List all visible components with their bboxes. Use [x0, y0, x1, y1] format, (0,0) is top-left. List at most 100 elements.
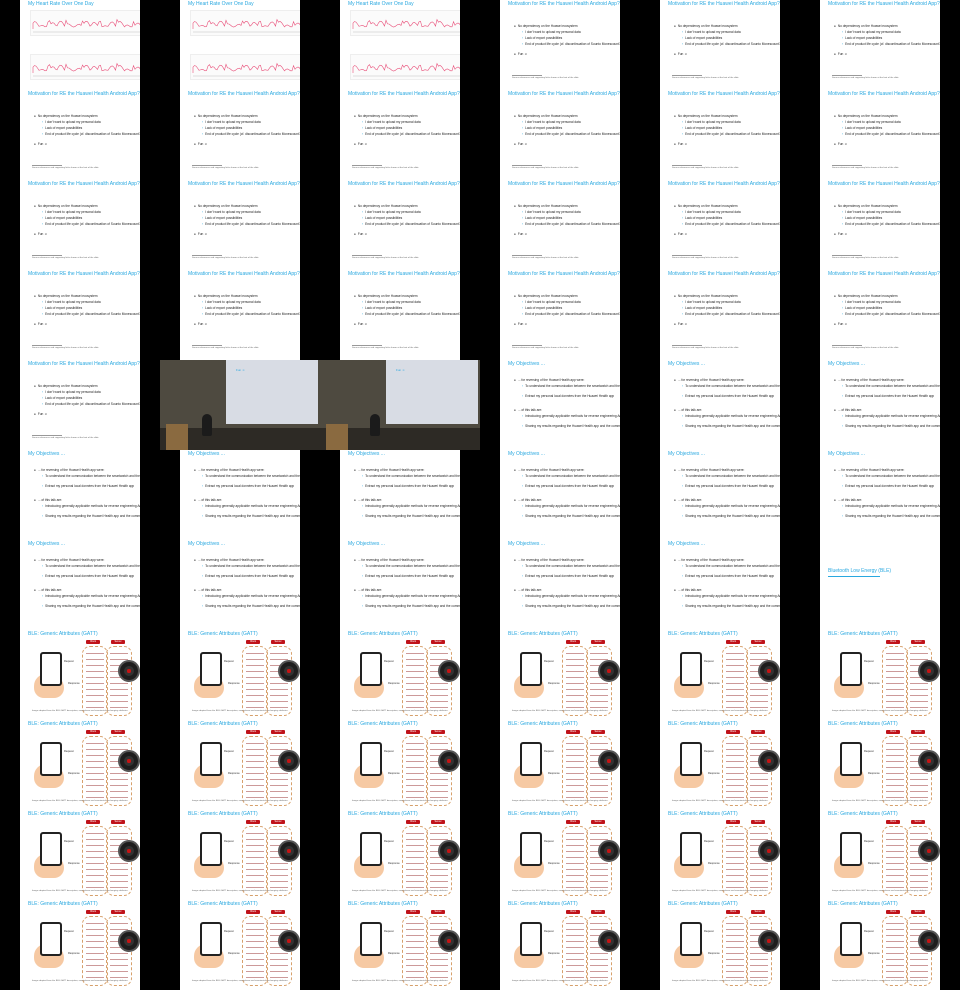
client-badge: Client: [886, 730, 900, 734]
smartwatch-icon: [118, 660, 140, 682]
attribute-row: [246, 923, 264, 924]
attribute-row: [566, 779, 584, 780]
attribute-row: [726, 761, 744, 762]
smartphone-icon: [200, 832, 222, 866]
client-badge: Client: [246, 730, 260, 734]
bullet: ... for reversing of the Huawei Health a…: [674, 558, 745, 562]
slide-gatt: BLE: Generic Attributes (GATT) Client Serv…: [500, 630, 620, 720]
attribute-row: [270, 785, 288, 786]
bullet: ... for reversing of the Huawei Health a…: [514, 558, 585, 562]
attribute-row: [86, 689, 104, 690]
attribute-row: [886, 947, 904, 948]
attribute-row: [726, 743, 744, 744]
request-label: Request: [864, 660, 874, 663]
attribute-row: [750, 695, 768, 696]
server-badge: Server: [591, 640, 605, 644]
footnote: Source references and supporting links s…: [672, 167, 740, 169]
slide-gatt: BLE: Generic Attributes (GATT) Client Serv…: [660, 900, 780, 990]
response-label: Response: [708, 772, 720, 775]
slide-title: BLE: Generic Attributes (GATT): [188, 631, 258, 637]
slide-title: BLE: Generic Attributes (GATT): [668, 811, 738, 817]
attribute-row: [430, 881, 448, 882]
response-label: Response: [388, 862, 400, 865]
smartwatch-icon: [598, 840, 620, 862]
attribute-row: [270, 953, 288, 954]
smartphone-icon: [520, 922, 542, 956]
attribute-row: [406, 797, 424, 798]
attribute-row: [726, 689, 744, 690]
bullet: No dependency on the Huawei ecosystem: [674, 114, 738, 118]
attribute-row: [110, 953, 128, 954]
footnote-rule: [832, 75, 862, 76]
attribute-row: [750, 743, 768, 744]
slide-ble: Bluetooth Low Energy (BLE): [820, 540, 940, 630]
attribute-row: [110, 695, 128, 696]
slide-mot: Motivation for RE the Huawei Health Andr…: [180, 270, 300, 360]
slide-gatt: BLE: Generic Attributes (GATT) Client Serv…: [820, 810, 940, 900]
attribute-row: [910, 971, 928, 972]
slide-mot: Motivation for RE the Huawei Health Andr…: [340, 90, 460, 180]
footnote-rule: [32, 435, 62, 436]
attribute-row: [886, 863, 904, 864]
response-label: Response: [868, 682, 880, 685]
attribute-row: [566, 953, 584, 954]
sub-bullet: End of product life cycle (cf. discontin…: [42, 312, 140, 316]
attribute-row: [566, 755, 584, 756]
slide-title: Motivation for RE the Huawei Health Andr…: [508, 91, 620, 97]
attribute-row: [406, 863, 424, 864]
attribute-row: [246, 689, 264, 690]
attribute-row: [86, 707, 104, 708]
attribute-row: [86, 941, 104, 942]
request-label: Request: [704, 930, 714, 933]
attribute-row: [886, 755, 904, 756]
sub-bullet: Extract my personal local données from t…: [682, 394, 774, 398]
response-label: Response: [868, 952, 880, 955]
attribute-row: [86, 947, 104, 948]
bullet: ... for reversing of the Huawei Health a…: [834, 378, 905, 382]
attribute-row: [886, 851, 904, 852]
footnote: Source references and supporting links s…: [352, 257, 420, 259]
attribute-row: [886, 797, 904, 798]
bullet: Fun ☺: [34, 142, 48, 146]
attribute-row: [86, 965, 104, 966]
attribute-row: [726, 851, 744, 852]
response-label: Response: [388, 682, 400, 685]
heart-rate-chart: [30, 10, 140, 36]
footnote: Image adapted from the BLE GATT descript…: [512, 710, 609, 712]
slide-gatt: BLE: Generic Attributes (GATT) Client Serv…: [180, 630, 300, 720]
slide-gatt: BLE: Generic Attributes (GATT) Client Serv…: [660, 630, 780, 720]
attribute-row: [726, 857, 744, 858]
bullet: ... for reversing of the Huawei Health a…: [674, 468, 745, 472]
attribute-row: [886, 977, 904, 978]
footnote: Source references and supporting links s…: [192, 347, 260, 349]
attribute-column: [562, 646, 588, 716]
server-badge: Server: [911, 910, 925, 914]
attribute-row: [86, 851, 104, 852]
sub-bullet: I don't want to upload my personal data: [842, 30, 901, 34]
attribute-row: [566, 707, 584, 708]
attribute-row: [86, 665, 104, 666]
slide-title: BLE: Generic Attributes (GATT): [348, 631, 418, 637]
attribute-row: [86, 773, 104, 774]
sub-bullet: End of product life cycle (cf. discontin…: [42, 222, 140, 226]
footnote: Source references and supporting links s…: [672, 257, 740, 259]
attribute-row: [86, 971, 104, 972]
footnote-rule: [672, 75, 702, 76]
sub-bullet: I don't want to upload my personal data: [42, 120, 101, 124]
client-badge: Client: [406, 910, 420, 914]
bullet: No dependency on the Huawei ecosystem: [194, 114, 258, 118]
slide-obj: My Objectives ... ... for reversing of th…: [500, 450, 620, 540]
attribute-column: [722, 736, 748, 806]
request-label: Request: [544, 660, 554, 663]
attribute-row: [86, 779, 104, 780]
attribute-row: [246, 659, 264, 660]
bullet: No dependency on the Huawei ecosystem: [514, 24, 578, 28]
slide-mot: Motivation for RE the Huawei Health Andr…: [500, 90, 620, 180]
attribute-row: [110, 707, 128, 708]
sub-bullet: To understand the communication between …: [202, 564, 300, 568]
attribute-row: [86, 935, 104, 936]
slide-title: BLE: Generic Attributes (GATT): [508, 811, 578, 817]
attribute-row: [270, 695, 288, 696]
bullet: Fun ☺: [674, 322, 688, 326]
bullet: Fun ☺: [354, 142, 368, 146]
